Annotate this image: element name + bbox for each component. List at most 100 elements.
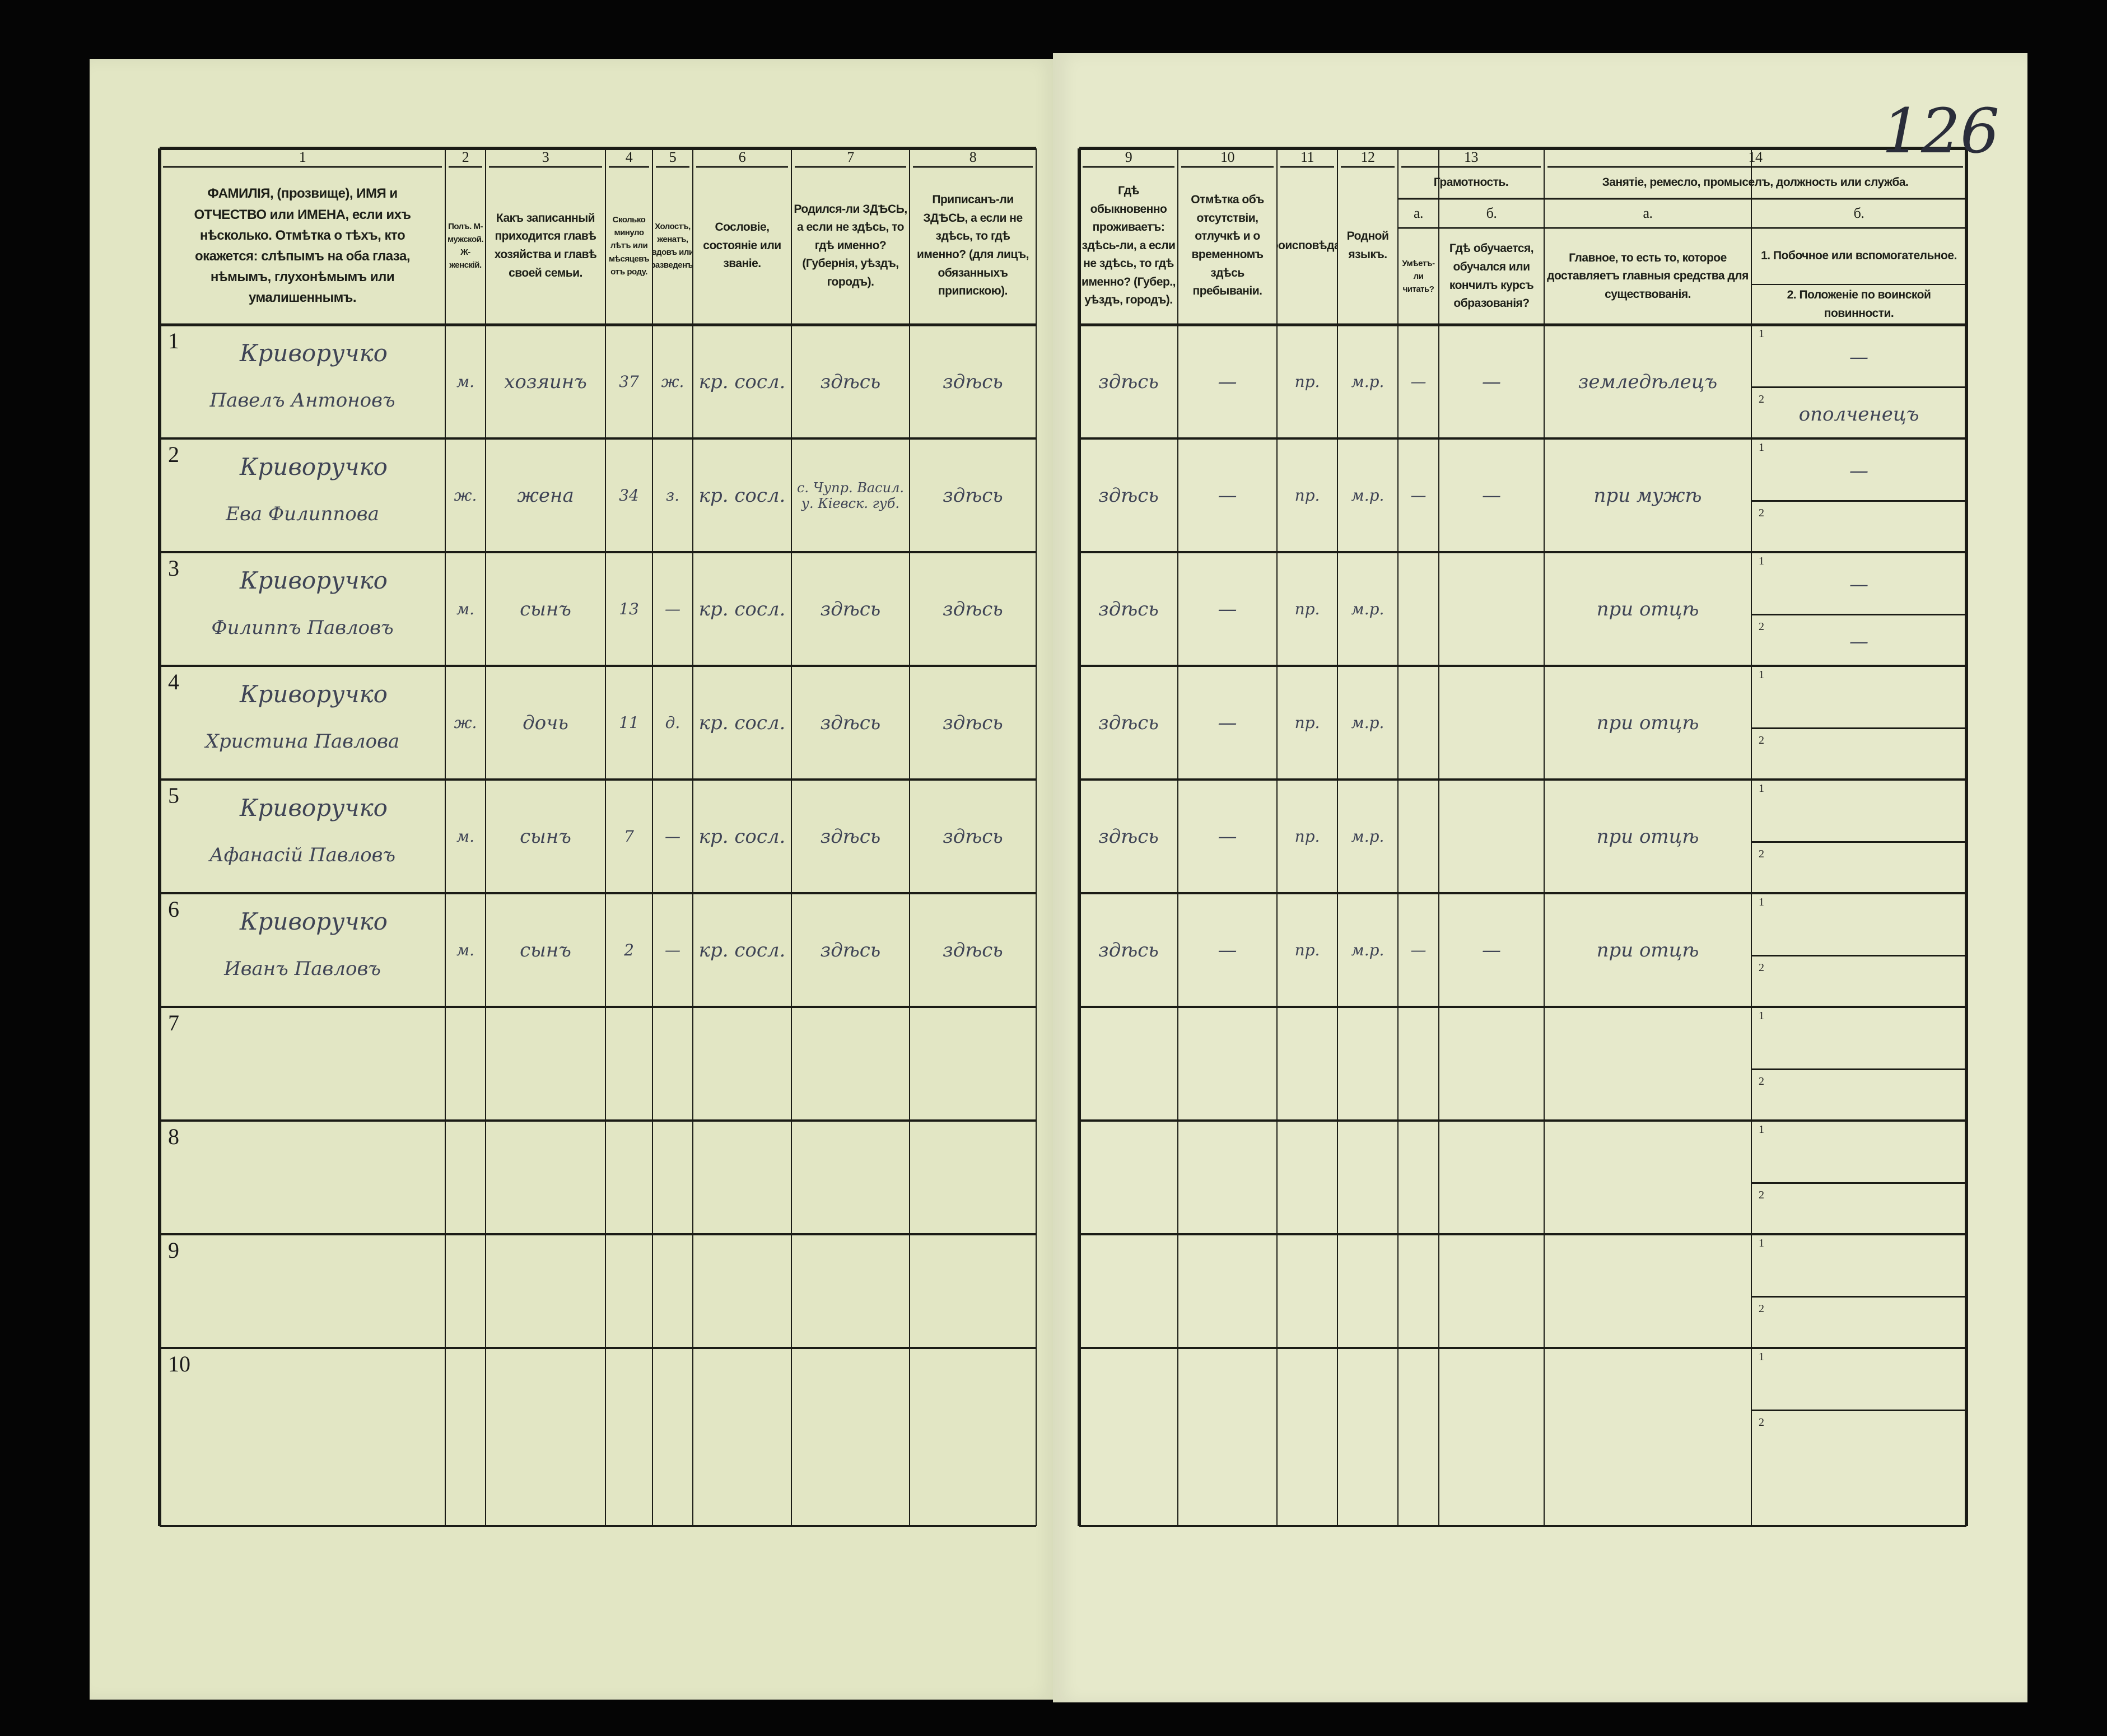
column-number: 3 [542, 149, 549, 166]
cell-marital: — [665, 941, 680, 959]
column-header: Родной языкъ. [1346, 230, 1389, 261]
cell-relation: сынъ [520, 939, 571, 962]
row-number: 9 [168, 1238, 179, 1263]
cell-born: здѣсь [820, 711, 881, 734]
given-name-patronymic: Ева Филиппова [226, 503, 379, 525]
cell-language: м.р. [1351, 827, 1385, 846]
cell-lit-a [1398, 796, 1439, 876]
cell-age: 2 [624, 941, 634, 959]
cell-language: м.р. [1351, 486, 1385, 505]
cell-military [1751, 507, 1966, 550]
sub-label-2: 2 [1759, 620, 1764, 633]
sub-label-2: 2 [1759, 393, 1764, 405]
cell-estate: кр. сосл. [698, 598, 786, 620]
surname: Криворучко [240, 907, 388, 935]
cell-occ-main: при отцѣ [1596, 825, 1699, 848]
column-header: Отмѣтка объ отсутствіи, отлучкѣ и о врем… [1191, 193, 1264, 298]
cell-marital: — [665, 600, 680, 618]
column-number: 1 [299, 149, 306, 166]
column-header: Сословіе, состояніе или званіе. [703, 221, 781, 270]
cell-military: ополченецъ [1798, 403, 1919, 426]
cell-registered: здѣсь [943, 598, 1003, 620]
cell-lit-a: — [1410, 372, 1427, 391]
cell-age: 7 [624, 827, 634, 846]
cell-lit-b [1439, 569, 1544, 649]
sub-label-1: 1 [1759, 1010, 1764, 1022]
row-number: 1 [168, 328, 179, 353]
column-number: 4 [625, 149, 633, 166]
column-header: Холостъ, женатъ, вдовъ или разведенъ. [652, 221, 693, 270]
column-number: 6 [738, 149, 746, 166]
cell-language: м.р. [1351, 713, 1385, 732]
cell-occ-side [1751, 674, 1966, 723]
cell-lit-b [1439, 683, 1544, 763]
column-subheader: а. [1643, 204, 1653, 221]
cell-absence: — [1218, 598, 1237, 620]
column-header: Родился-ли ЗДѢСЬ, а если не здѣсь, то гд… [794, 202, 907, 288]
cell-residence: здѣсь [1098, 825, 1159, 848]
sub-label-2: 2 [1759, 734, 1764, 746]
column-subheader: б. [1853, 204, 1864, 221]
sub-label-1: 1 [1759, 896, 1764, 908]
cell-occ-side [1751, 788, 1966, 837]
column-number: 12 [1360, 149, 1376, 166]
column-number: 14 [1748, 149, 1763, 166]
cell-absence: — [1218, 711, 1237, 734]
column-subheader: б. [1486, 204, 1497, 221]
cell-occ-main: при отцѣ [1596, 598, 1699, 620]
cell-registered: здѣсь [943, 825, 1003, 848]
given-name-patronymic: Афанасій Павловъ [209, 844, 396, 866]
sub-label-1: 1 [1759, 1237, 1764, 1249]
sub-label-1: 1 [1759, 669, 1764, 681]
cell-born: здѣсь [820, 370, 881, 393]
column-number: 2 [462, 149, 469, 166]
cell-registered: здѣсь [943, 939, 1003, 962]
cell-occ-main: земледѣлецъ [1578, 370, 1718, 393]
cell-military [1751, 848, 1966, 891]
surname: Криворучко [240, 339, 388, 367]
column-header: Главное, то есть то, которое доставляетъ… [1547, 251, 1749, 301]
column-number: 7 [847, 149, 854, 166]
column-header: Вѣроисповѣданіе. [1277, 239, 1337, 252]
cell-marital: д. [665, 713, 680, 732]
cell-occ-side: — [1849, 346, 1868, 369]
right-page [1053, 53, 2027, 1702]
cell-residence: здѣсь [1098, 598, 1159, 620]
sub-label-1: 1 [1759, 328, 1764, 340]
surname: Криворучко [240, 794, 388, 822]
cell-estate: кр. сосл. [698, 484, 786, 507]
cell-sex: м. [456, 827, 475, 846]
row-number: 8 [168, 1124, 179, 1149]
cell-absence: — [1218, 370, 1237, 393]
cell-lit-b: — [1482, 484, 1501, 507]
sub-label-2: 2 [1759, 1188, 1764, 1201]
column-header: Какъ записанный приходится главѣ хозяйст… [494, 211, 597, 279]
sub-label-2: 2 [1759, 847, 1764, 860]
column-number: 8 [969, 149, 977, 166]
surname: Криворучко [240, 452, 388, 480]
cell-religion: пр. [1294, 941, 1320, 959]
row-number: 7 [168, 1010, 179, 1035]
cell-sex: м. [456, 372, 475, 391]
cell-marital: з. [665, 486, 680, 505]
sub-label-2: 2 [1759, 961, 1764, 974]
given-name-patronymic: Христина Павлова [205, 730, 400, 753]
cell-occ-side [1751, 902, 1966, 950]
row-number: 6 [168, 897, 179, 922]
cell-born: здѣсь [820, 598, 881, 620]
column-header: 1. Побочное или вспомогательное. [1761, 249, 1957, 263]
column-header: 2. Положеніе по воинской повинности. [1787, 288, 1931, 320]
page-number: 126 [1882, 95, 1999, 167]
sub-label-1: 1 [1759, 782, 1764, 795]
sub-label-1: 1 [1759, 1123, 1764, 1136]
column-group-header: Занятіе, ремесло, промыселъ, должность и… [1602, 176, 1909, 189]
cell-born: здѣсь [820, 825, 881, 848]
sub-label-1: 1 [1759, 1351, 1764, 1363]
cell-relation: сынъ [520, 825, 571, 848]
column-number: 5 [669, 149, 677, 166]
cell-relation: дочь [523, 711, 568, 734]
cell-residence: здѣсь [1098, 711, 1159, 734]
cell-lit-a [1398, 683, 1439, 763]
